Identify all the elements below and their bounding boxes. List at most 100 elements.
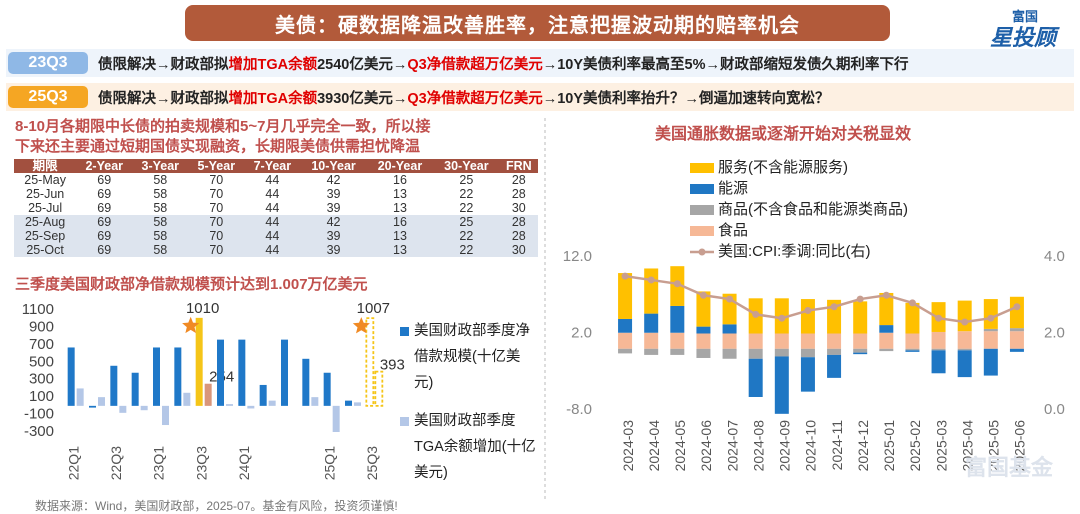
timeline-text: 债限解决→财政部拟增加TGA余额3930亿美元→Q3净借款超万亿美元→10Y美债… [98,87,830,108]
y-tick-label: 500 [29,353,54,370]
bar [98,397,105,406]
table-cell: 22 [459,187,474,201]
column-header: 10-Year [300,159,367,173]
bar-segment [853,352,868,355]
table-cell: 69 [97,173,112,187]
bar [268,400,276,406]
bar [162,405,169,426]
bar [174,347,182,406]
value-label: 1007 [357,300,390,317]
x-tick-label: 2025-01 [881,420,897,472]
table-cell: 70 [188,243,245,257]
y-tick-label: 1100 [22,301,54,318]
table-cell: 28 [499,229,538,243]
table-cell: 69 [97,187,112,201]
x-tick-label: 2024-05 [672,420,688,472]
table-cell: 30 [499,243,538,257]
bar-segment [670,305,685,333]
bar [204,383,212,406]
bar-segment [905,333,920,349]
bar-segment [696,333,711,349]
bar-segment [696,291,711,327]
bar-segment [1009,331,1024,349]
bar-segment [827,333,842,349]
chart-title: 美国通胀数据或逐渐开始对关税显效 [655,126,912,143]
heading-line: 下来还主要通过短期国债实现融资，长期限美债供需担忧降温 [15,138,421,155]
line-marker [987,314,995,322]
x-tick-label: 23Q1 [151,446,167,480]
timeline-segment: 2540亿美元→ [317,56,408,73]
y2-tick-label: 0.0 [1044,401,1065,418]
table-row: 25-Aug 69 58 70 44 42 16 25 28 [14,215,538,229]
bar-segment [957,331,972,349]
bar-segment [800,357,815,392]
bar [374,370,384,407]
y-tick-label: 100 [29,388,54,405]
column-header: 5-Year [188,159,245,173]
star [352,317,370,334]
legend: 美国财政部季度净借款规模(十亿美元) 美国财政部季度TGA余额增加(十亿美元) [400,318,538,498]
line-marker [621,272,629,280]
bar-segment [1009,348,1024,352]
legend-swatch [690,226,714,236]
x-tick-label: 22Q3 [108,446,124,480]
column-header: 20-Year [366,159,434,173]
bar [183,392,191,406]
bar [89,405,96,408]
footer: 数据来源：Wind，美国财政部，2025-07。基金有风险，投资须谨慎! [35,499,398,513]
value-label: 1010 [186,300,219,317]
bar-segment [618,348,633,354]
table-cell: 44 [265,173,280,187]
table-cell: 70 [188,215,245,229]
table-cell: 39 [300,243,367,257]
bar [259,384,267,406]
bar [354,402,361,406]
bar-segment [800,299,815,334]
chart-title: 三季度美国财政部净借款规模预计达到1.007万亿美元 [15,276,368,293]
table-cell: 30 [511,201,526,215]
y-tick-label: 300 [29,371,54,388]
legend-label: 美国财政部季度TGA余额增加(十亿美元) [414,413,536,481]
bar-segment [905,350,920,352]
y-tick-label: 900 [29,318,54,335]
table-cell: 70 [209,173,224,187]
bar-segment [1009,328,1024,332]
legend-swatch [400,327,409,336]
bar [76,388,84,406]
table-cell: 25-Oct [14,243,77,257]
table-cell: 13 [366,229,434,243]
table-cell: 25-Jul [28,201,63,215]
bar-segment [827,348,842,355]
table-row: 25-Jul 69 58 70 44 39 13 22 30 [14,201,538,215]
bar [119,405,127,413]
column-header: 30-Year [433,159,500,173]
bar-segment [800,348,815,358]
table-cell: 28 [511,173,526,187]
x-tick-label: 25Q3 [364,446,380,480]
x-tick-label: 2025-05 [986,420,1002,472]
bar [247,405,255,409]
table-cell: 58 [132,215,189,229]
table-row: 25-Jun 69 58 70 44 39 13 22 28 [14,187,538,201]
bar [226,404,233,406]
watermark: 富国基金 [965,455,1054,480]
bar-segment [644,268,659,314]
timeline-segment: 债限解决→财政部拟 [98,56,229,73]
table-row: 25-Oct 69 58 70 44 39 13 22 30 [14,243,538,257]
timeline-segment: 增加TGA余额 [228,56,318,73]
y2-tick-label: 4.0 [1044,248,1065,265]
x-tick-label: 22Q1 [65,446,81,480]
timeline-text: 债限解决→财政部拟增加TGA余额2540亿美元→Q3净借款超万亿美元→10Y美债… [98,53,908,74]
x-tick-label: 2024-10 [803,420,819,472]
star [182,316,200,334]
bar-segment [983,331,998,349]
bar [332,405,340,432]
timeline-label: 23Q3 [8,52,88,74]
bar [365,317,375,407]
bar-segment [931,348,946,351]
bar [195,317,203,406]
table-cell: 58 [153,173,168,187]
line-marker [726,295,734,303]
x-tick-label: 2024-12 [855,420,871,472]
